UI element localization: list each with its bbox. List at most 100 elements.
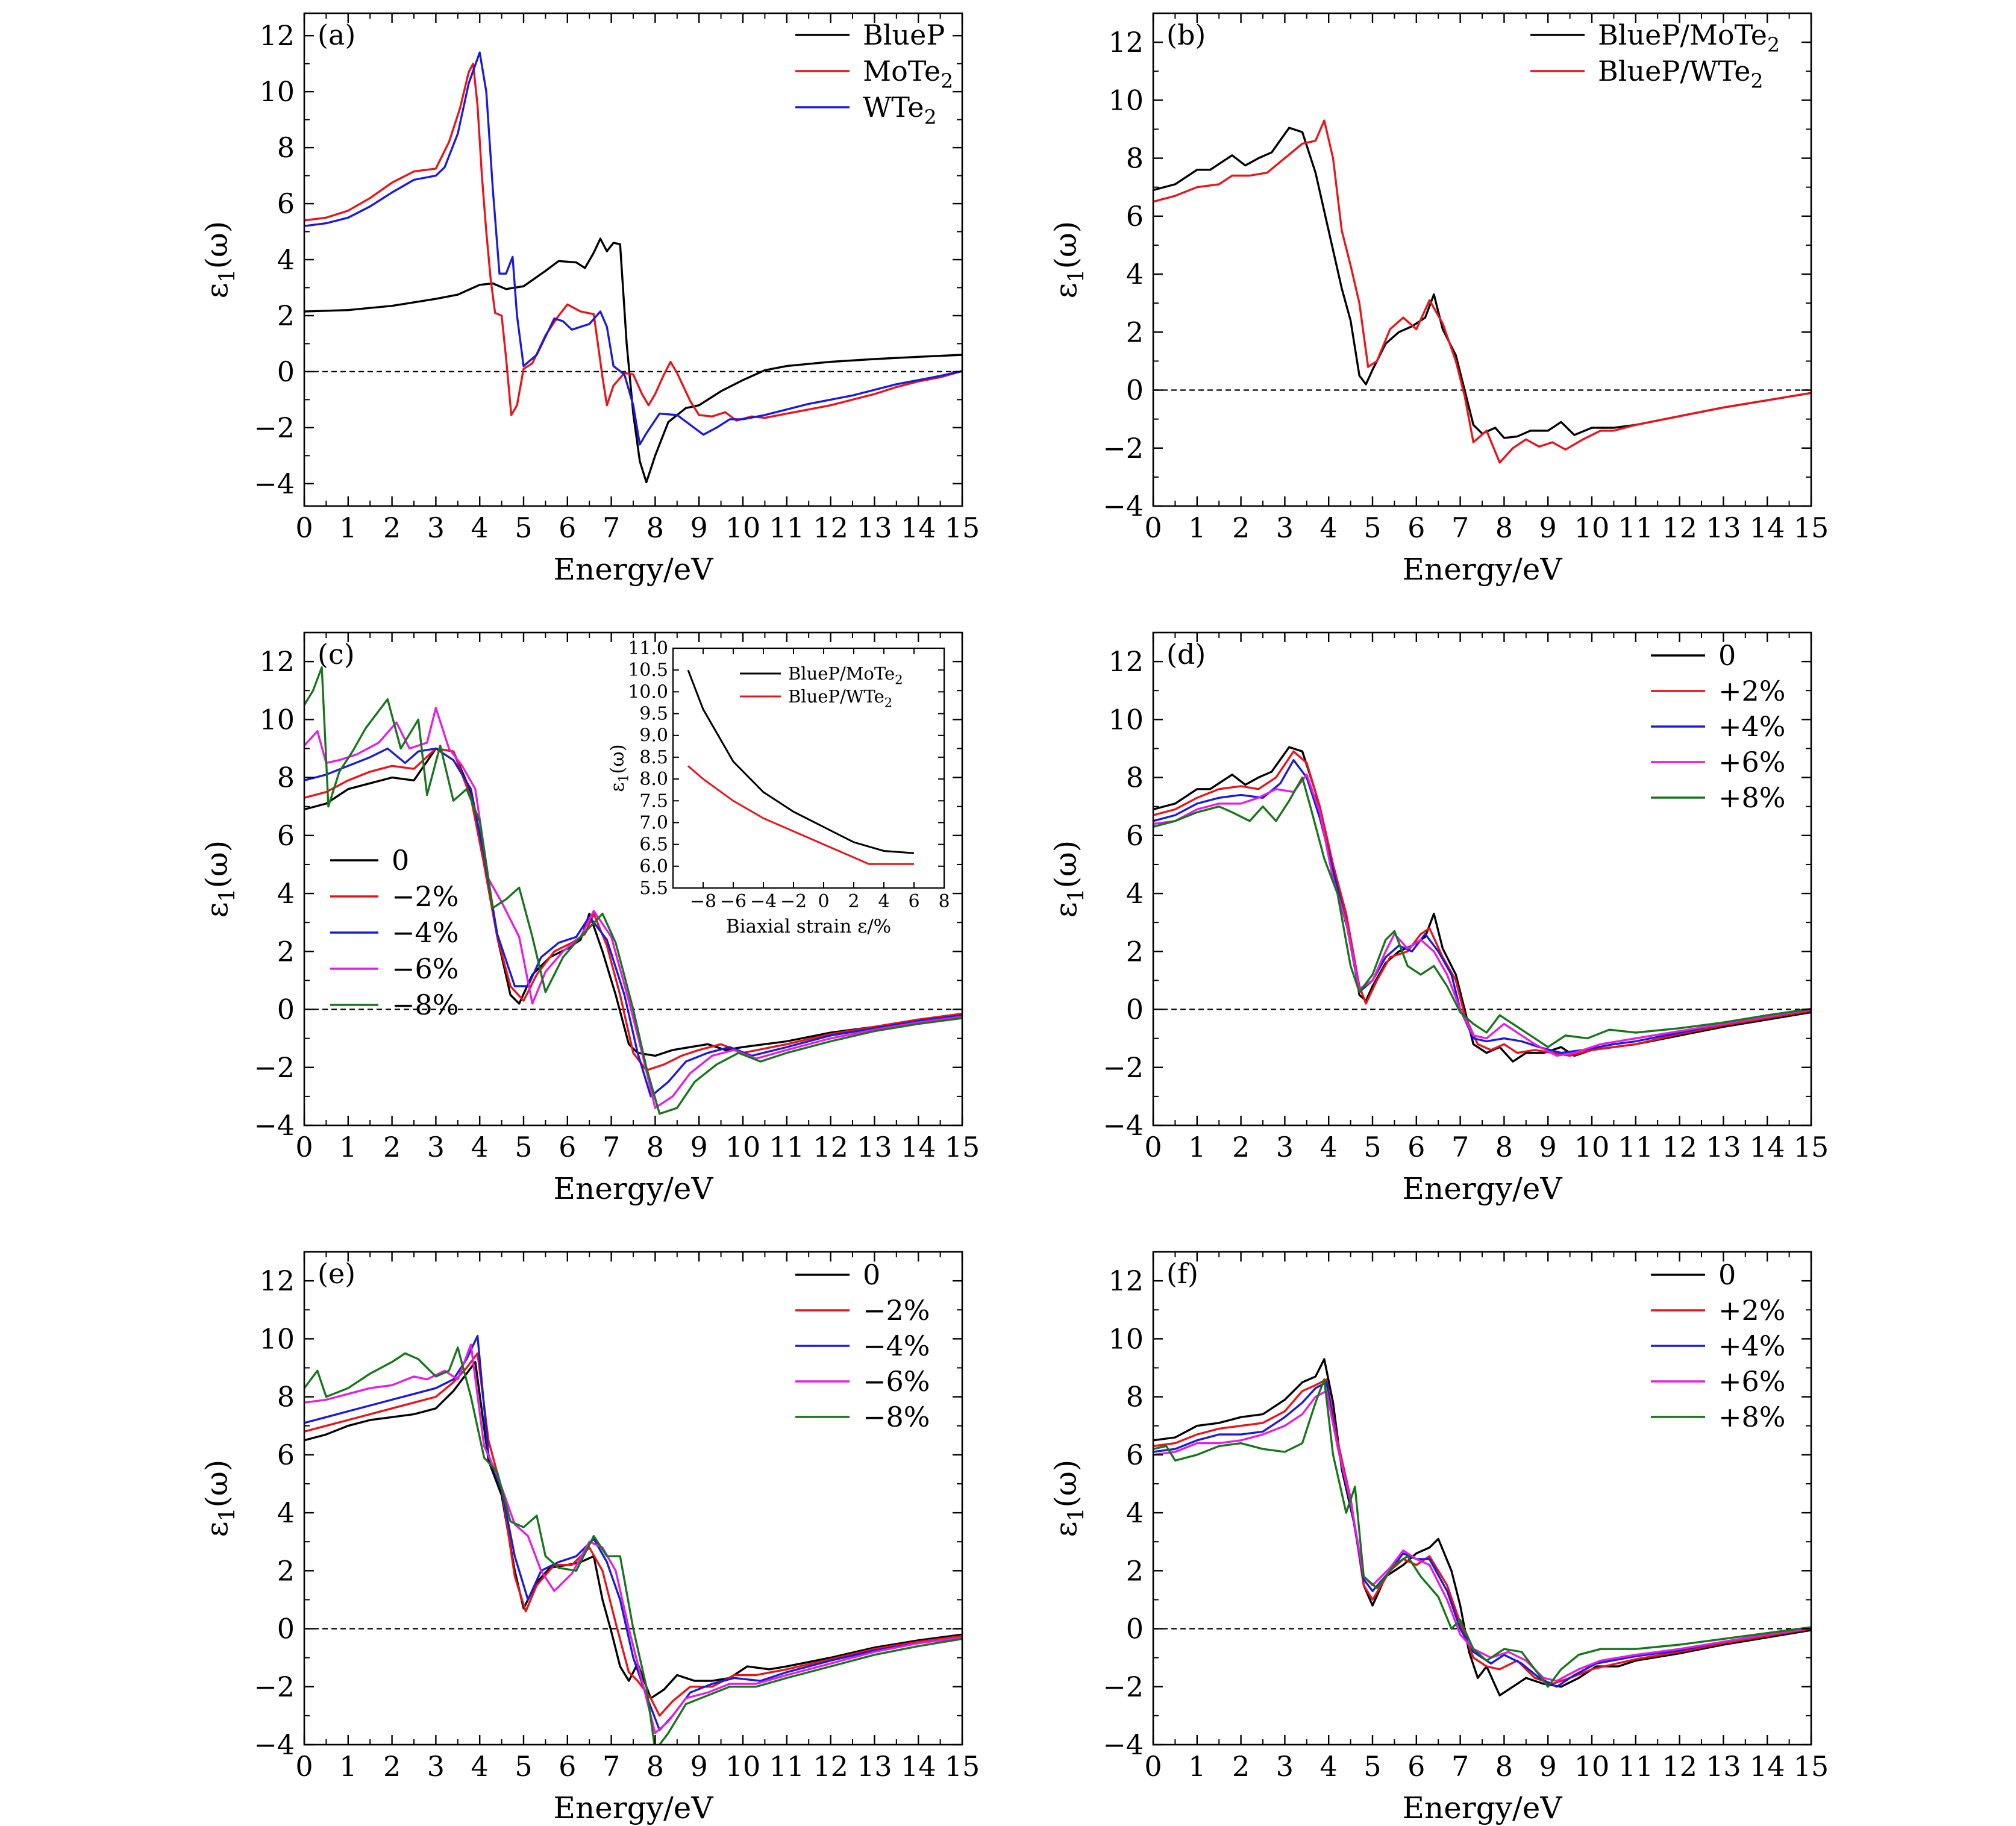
legend-label: −4% [392, 916, 459, 949]
y-tick-label: 4 [277, 1496, 295, 1529]
label-part: MoTe [863, 55, 941, 87]
x-tick-label: 15 [1794, 1131, 1829, 1163]
y-tick-label: 12 [1108, 645, 1144, 678]
series-line [1153, 750, 1811, 1057]
inset-x-tick-label: −4 [750, 891, 777, 912]
label-part: (ω) [1048, 1460, 1083, 1508]
y-tick-label: 2 [1126, 1554, 1144, 1587]
y-tick-label: −2 [254, 1051, 295, 1084]
x-tick-label: 7 [603, 1131, 620, 1163]
x-tick-label: 1 [1188, 1750, 1206, 1783]
x-tick-label: 9 [690, 511, 708, 544]
x-tick-label: 9 [690, 1131, 708, 1163]
y-tick-label: 8 [1126, 761, 1144, 794]
x-tick-label: 13 [857, 511, 892, 544]
y-tick-label: 12 [259, 1265, 295, 1297]
y-tick-label: 0 [277, 1613, 295, 1645]
label-part: ε [607, 783, 628, 792]
y-tick-label: 2 [1126, 935, 1144, 968]
legend-label: +6% [1718, 746, 1786, 778]
y-tick-label: 6 [277, 1439, 295, 1471]
x-tick-label: 8 [646, 1750, 664, 1783]
x-tick-label: 11 [1618, 1750, 1654, 1783]
x-tick-label: 8 [1495, 1131, 1513, 1163]
chart-panel: 0 1 2 3 4 5 6 7 8 9 10 11 12 13 14 15−4−2024681012Energ… [199, 631, 980, 1206]
y-tick-label: −4 [1103, 490, 1144, 522]
label-part: ε [199, 1521, 234, 1537]
panel-label: (c) [318, 638, 355, 671]
y-tick-label: −2 [1103, 1671, 1144, 1703]
x-tick-label: 10 [1574, 1750, 1610, 1783]
x-tick-label: 7 [1451, 511, 1469, 544]
legend-label: MoTe2 [863, 55, 953, 93]
x-tick-label: 1 [1188, 511, 1206, 544]
y-tick-label: 12 [1108, 1265, 1144, 1297]
chart-panel: 0 1 2 3 4 5 6 7 8 9 10 11 12 13 14 15−4−2024681012Energ… [1048, 1251, 1829, 1825]
series-line [304, 707, 962, 1109]
legend-label: +2% [1718, 1294, 1786, 1327]
inset-y-tick-label: 10.0 [628, 681, 668, 702]
y-tick-label: 8 [277, 1381, 295, 1413]
x-tick-label: 5 [1363, 1131, 1381, 1163]
label-part: (ω) [1048, 221, 1083, 269]
x-tick-label: 15 [1794, 1750, 1829, 1783]
series-line [1153, 127, 1811, 439]
y-tick-label: 2 [1126, 316, 1144, 348]
x-tick-label: 2 [383, 1750, 401, 1783]
label-subscript: 1 [216, 888, 240, 902]
x-tick-label: 6 [1407, 1131, 1425, 1163]
y-tick-label: 0 [277, 993, 295, 1026]
x-tick-label: 13 [1706, 1750, 1741, 1783]
x-tick-label: 14 [901, 511, 936, 544]
inset-y-tick-label: 8.0 [639, 769, 668, 790]
chart-panel: 0 1 2 3 4 5 6 7 8 9 10 11 12 13 14 15−4−2024681012Energ… [1048, 12, 1829, 587]
y-axis-title: ε1(ω) [1048, 840, 1089, 918]
x-tick-label: 8 [1495, 1750, 1513, 1783]
y-tick-label: −2 [1103, 1051, 1144, 1084]
label-part: ε [1048, 1521, 1083, 1537]
y-tick-label: 0 [1126, 374, 1144, 407]
label-subscript: 2 [895, 672, 903, 687]
x-tick-label: 2 [383, 1131, 401, 1163]
label-subscript: 1 [1065, 1507, 1089, 1521]
inset-y-tick-label: 7.5 [639, 790, 668, 811]
x-tick-label: 1 [339, 1750, 357, 1783]
x-axis-title: Energy/eV [554, 1790, 714, 1825]
x-tick-label: 5 [515, 1750, 532, 1783]
x-tick-label: 15 [945, 511, 980, 544]
chart-panel: 0 1 2 3 4 5 6 7 8 9 10 11 12 13 14 15−4−2024681012Energ… [199, 1251, 980, 1825]
y-tick-label: 6 [277, 187, 295, 220]
label-part: (ω) [199, 840, 234, 889]
series-line [304, 51, 962, 446]
label-subscript: 1 [617, 774, 632, 783]
x-tick-label: 11 [769, 511, 805, 544]
x-tick-label: 14 [1750, 1750, 1785, 1783]
legend-label: +6% [1718, 1365, 1786, 1398]
chart-panel: 0 1 2 3 4 5 6 7 8 9 10 11 12 13 14 15−4−2024681012Energ… [199, 12, 980, 587]
x-axis-title: Energy/eV [1403, 1171, 1563, 1206]
series-line [1153, 746, 1811, 1063]
x-tick-label: 0 [1144, 1750, 1162, 1783]
x-tick-label: 0 [295, 1131, 313, 1163]
x-tick-label: 1 [1188, 1131, 1206, 1163]
legend-label: WTe2 [863, 91, 937, 129]
inset-x-tick-label: 6 [908, 891, 919, 912]
x-tick-label: 3 [1276, 1750, 1294, 1783]
y-tick-label: 6 [1126, 200, 1144, 233]
legend-label: BlueP [863, 19, 945, 51]
x-tick-label: 9 [1539, 1750, 1557, 1783]
x-tick-label: 12 [813, 1131, 848, 1163]
x-tick-label: 14 [1750, 511, 1785, 544]
x-tick-label: 15 [1794, 511, 1829, 544]
y-axis-title: ε1(ω) [199, 840, 240, 918]
x-tick-label: 2 [1232, 1131, 1250, 1163]
label-subscript: 1 [1065, 888, 1089, 902]
panel-label: (f) [1166, 1257, 1198, 1290]
label-part: ε [199, 902, 234, 918]
x-tick-label: 10 [1574, 1131, 1610, 1163]
label-subscript: 1 [1065, 269, 1089, 283]
y-tick-label: −2 [254, 411, 295, 444]
inset-y-tick-label: 11.0 [628, 638, 668, 659]
x-tick-label: 12 [1662, 511, 1697, 544]
x-tick-label: 3 [427, 1750, 445, 1783]
